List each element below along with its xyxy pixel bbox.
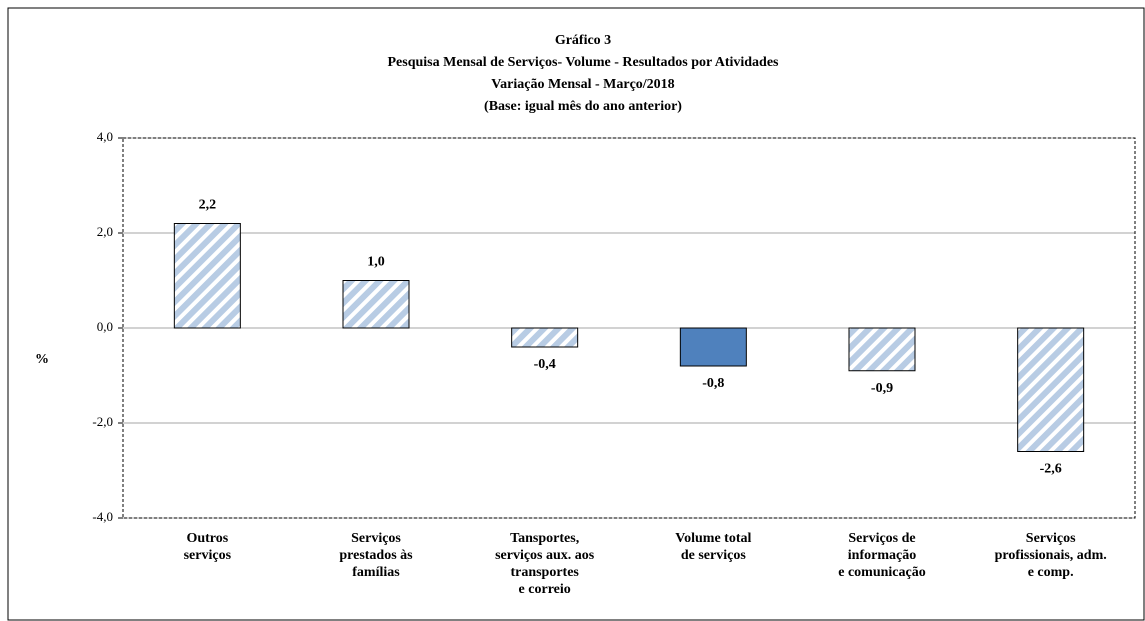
data-label: 1,0 [367,255,385,270]
x-tick-label: Volume total de serviços [675,531,751,563]
data-label: 2,2 [199,198,217,213]
data-label: -0,4 [534,357,556,372]
y-tick-label: -2,0 [92,414,113,429]
chart-title: Pesquisa Mensal de Serviços- Volume - Re… [388,55,780,70]
chart-title: (Base: igual mês do ano anterior) [484,99,682,114]
y-tick-label: 4,0 [97,129,113,144]
data-label: -0,8 [702,376,724,391]
bar [342,280,410,329]
bar [511,327,579,348]
data-label: -2,6 [1040,462,1062,477]
chart-title: Gráfico 3 [555,33,611,48]
frame [7,7,1145,621]
chart-title: Variação Mensal - Março/2018 [491,77,674,92]
bar [679,327,747,367]
plot-area [122,137,1136,519]
data-label: -0,9 [871,381,893,396]
x-tick-label: Serviços profissionais, adm. e comp. [995,531,1107,580]
x-tick-label: Tansportes, serviços aux. aos transportes e… [495,531,595,597]
bar [1017,327,1085,452]
x-tick-label: Serviços prestados às famílias [339,531,413,580]
bar [173,223,241,329]
x-tick-label: Outros serviços [184,531,232,563]
bar [848,327,916,372]
y-axis-label: % [35,352,49,367]
y-tick-label: -4,0 [92,509,113,524]
y-tick-label: 0,0 [97,319,113,334]
y-tick-label: 2,0 [97,224,113,239]
x-tick-label: Serviços de informação e comunicação [838,531,925,580]
